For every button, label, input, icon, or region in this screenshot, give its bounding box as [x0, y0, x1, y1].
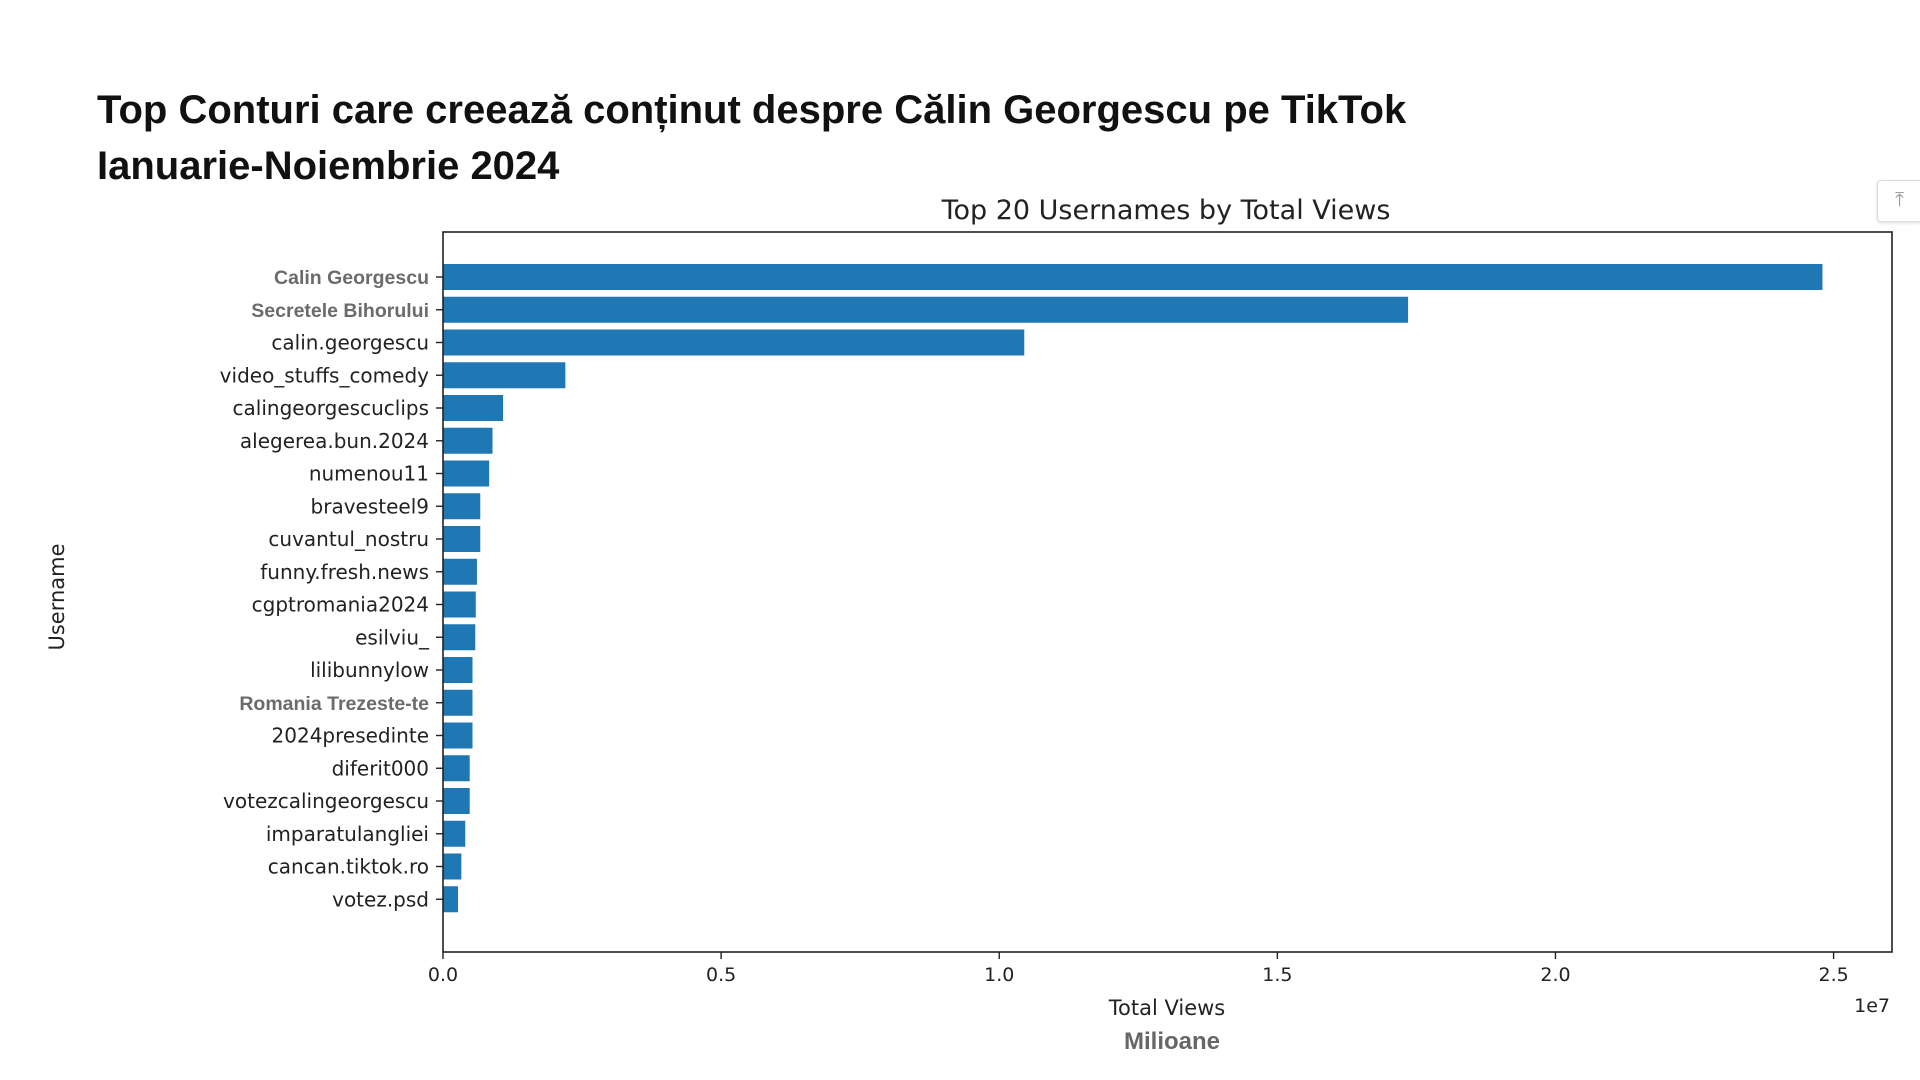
y-tick-label-votez-psd: votez.psd — [332, 887, 429, 911]
bar-numenou11 — [443, 460, 490, 487]
x-tick-label-2-5: 2.5 — [1818, 964, 1848, 986]
bar-cgptromania2024 — [443, 591, 476, 618]
bar-lilibunnylow — [443, 657, 473, 683]
x-ticks-group: 0.0 0.5 1.0 1.5 2.0 2.5 — [428, 952, 1849, 986]
bar-votez-psd — [443, 886, 459, 913]
y-tick-label-diferit000: diferit000 — [332, 756, 429, 780]
bar-votezcalingeorgescu — [443, 788, 470, 814]
bar-cancan-tiktok-ro — [443, 853, 462, 880]
y-tick-label-2024presedinte: 2024presedinte — [272, 724, 429, 748]
y-tick-label-calin-georgescu: Calin Georgescu — [274, 267, 429, 289]
y-tick-label-votezcalingeorgescu: votezcalingeorgescu — [223, 789, 429, 813]
plot-frame — [442, 231, 1893, 953]
x-tick-label-0-5: 0.5 — [706, 964, 736, 986]
x-axis-label-overlay: Milioane — [1124, 1028, 1220, 1055]
slide-title: Top Conturi care creează conținut despre… — [97, 82, 1406, 194]
slide-title-line-2: Ianuarie-Noiembrie 2024 — [97, 144, 560, 188]
bar-diferit000 — [443, 755, 470, 782]
chart-title: Top 20 Usernames by Total Views — [941, 195, 1391, 226]
bar-cuvantul-nostru — [443, 526, 481, 552]
y-tick-label-calingeorgescuclips: calingeorgescuclips — [233, 396, 429, 420]
bar-bravesteel9 — [443, 493, 481, 520]
y-tick-label-secretele-bihorului: Secretele Bihorului — [251, 300, 429, 322]
y-tick-label-esilviu: esilviu_ — [355, 625, 430, 649]
y-tick-label-lilibunnylow: lilibunnylow — [310, 658, 429, 682]
x-tick-label-1-5: 1.5 — [1262, 964, 1292, 986]
bar-2024presedinte — [443, 722, 473, 749]
bar-funny-fresh-news — [443, 558, 477, 585]
y-tick-label-cancan-tiktok-ro: cancan.tiktok.ro — [268, 855, 429, 879]
arrow-up-bar-icon: ⤒ — [1895, 187, 1904, 211]
bar-romania-trezeste-te — [443, 689, 473, 716]
y-tick-label-cgptromania2024: cgptromania2024 — [252, 593, 429, 617]
bar-secretele-bihorului — [443, 296, 1409, 323]
x-axis-label: Total Views — [1108, 996, 1226, 1020]
x-axis-offset-label: 1e7 — [1854, 995, 1890, 1017]
bar-video-stuffs-comedy — [443, 362, 566, 389]
y-tick-label-cuvantul-nostru: cuvantul_nostru — [268, 527, 429, 551]
bars-group — [443, 264, 1823, 913]
x-tick-label-1-0: 1.0 — [984, 964, 1014, 986]
y-tick-label-calin-georgescu: calin.georgescu — [271, 331, 429, 355]
scroll-to-top-button[interactable]: ⤒ — [1877, 180, 1920, 222]
bar-imparatulangliei — [443, 820, 466, 847]
x-tick-label-2-0: 2.0 — [1540, 964, 1570, 986]
bar-calingeorgescuclips — [443, 395, 504, 421]
bar-esilviu — [443, 624, 476, 651]
y-tick-label-funny-fresh-news: funny.fresh.news — [260, 560, 429, 584]
bar-calin-georgescu — [443, 264, 1823, 290]
y-tick-label-alegerea-bun-2024: alegerea.bun.2024 — [240, 429, 429, 453]
y-tick-label-numenou11: numenou11 — [309, 462, 429, 486]
x-tick-label-0-0: 0.0 — [428, 964, 458, 986]
y-axis-label: Username — [45, 543, 69, 650]
slide-title-line-1: Top Conturi care creează conținut despre… — [97, 88, 1407, 132]
y-tick-label-imparatulangliei: imparatulangliei — [266, 822, 429, 846]
y-tick-label-video-stuffs-comedy: video_stuffs_comedy — [220, 363, 429, 387]
bar-alegerea-bun-2024 — [443, 427, 493, 454]
y-tick-label-romania-trezeste-te: Romania Trezeste-te — [239, 693, 429, 715]
y-tick-label-bravesteel9: bravesteel9 — [311, 494, 429, 518]
y-ticks-group: Calin Georgescu Secretele Bihorului calin.… — [220, 267, 443, 911]
bar-calin-georgescu — [443, 329, 1025, 356]
